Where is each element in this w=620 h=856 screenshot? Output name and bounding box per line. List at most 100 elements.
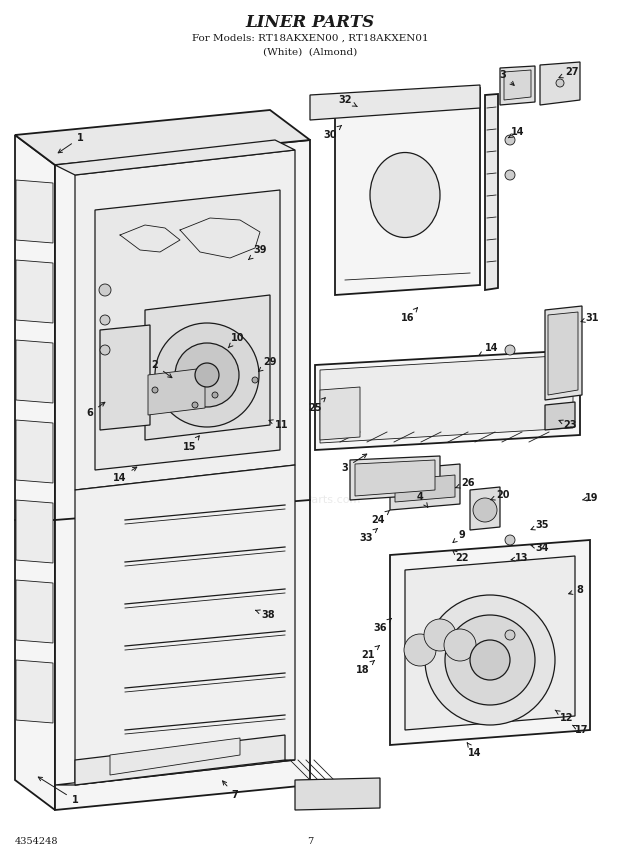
Text: 12: 12	[555, 710, 574, 723]
Text: 15: 15	[184, 436, 199, 452]
Polygon shape	[310, 85, 480, 120]
Text: 6: 6	[87, 402, 105, 418]
Circle shape	[505, 535, 515, 545]
Text: 25: 25	[308, 398, 326, 413]
Circle shape	[445, 615, 535, 705]
Polygon shape	[545, 306, 582, 400]
Text: 30: 30	[323, 125, 342, 140]
Circle shape	[195, 363, 219, 387]
Polygon shape	[16, 260, 53, 323]
Polygon shape	[16, 340, 53, 403]
Polygon shape	[540, 62, 580, 105]
Text: 20: 20	[490, 490, 510, 500]
Circle shape	[100, 315, 110, 325]
Circle shape	[212, 392, 218, 398]
Text: 23: 23	[559, 420, 577, 430]
Text: 21: 21	[361, 645, 379, 660]
Polygon shape	[295, 778, 380, 810]
Circle shape	[192, 402, 198, 408]
Circle shape	[470, 640, 510, 680]
Polygon shape	[75, 735, 285, 785]
Text: 9: 9	[453, 530, 466, 543]
Text: 36: 36	[373, 618, 392, 633]
Text: 17: 17	[572, 725, 589, 735]
Circle shape	[505, 135, 515, 145]
Polygon shape	[15, 135, 55, 810]
Polygon shape	[16, 660, 53, 723]
Polygon shape	[16, 580, 53, 643]
Polygon shape	[405, 556, 575, 730]
Polygon shape	[395, 475, 455, 502]
Polygon shape	[15, 110, 310, 165]
Text: 3: 3	[500, 70, 514, 86]
Polygon shape	[145, 295, 270, 440]
Circle shape	[155, 323, 259, 427]
Circle shape	[100, 345, 110, 355]
Circle shape	[424, 619, 456, 651]
Circle shape	[252, 377, 258, 383]
Polygon shape	[110, 738, 240, 775]
Polygon shape	[55, 140, 310, 810]
Polygon shape	[16, 500, 53, 563]
Circle shape	[425, 595, 555, 725]
Text: 27: 27	[559, 67, 578, 78]
Polygon shape	[75, 150, 295, 490]
Text: 29: 29	[259, 357, 277, 372]
Text: 18: 18	[356, 660, 374, 675]
Polygon shape	[485, 94, 498, 290]
Text: 38: 38	[255, 610, 275, 620]
Polygon shape	[335, 88, 480, 295]
Text: For Models: RT18AKXEN00 , RT18AKXEN01: For Models: RT18AKXEN00 , RT18AKXEN01	[192, 33, 428, 43]
Text: 7: 7	[307, 837, 313, 847]
Circle shape	[505, 630, 515, 640]
Text: 7: 7	[223, 781, 238, 800]
Circle shape	[473, 498, 497, 522]
Circle shape	[505, 345, 515, 355]
Circle shape	[505, 170, 515, 180]
Ellipse shape	[370, 152, 440, 237]
Text: 10: 10	[228, 333, 245, 348]
Polygon shape	[148, 368, 205, 415]
Circle shape	[175, 343, 239, 407]
Text: 3: 3	[342, 454, 367, 473]
Text: 34: 34	[531, 543, 549, 553]
Polygon shape	[548, 312, 578, 395]
Text: 39: 39	[249, 245, 267, 259]
Polygon shape	[470, 487, 500, 530]
Text: 1: 1	[58, 133, 83, 153]
Polygon shape	[16, 420, 53, 483]
Text: 16: 16	[401, 308, 417, 323]
Circle shape	[99, 284, 111, 296]
Polygon shape	[315, 350, 580, 450]
Circle shape	[152, 387, 158, 393]
Polygon shape	[55, 760, 295, 785]
Polygon shape	[75, 465, 295, 785]
Text: 1: 1	[38, 777, 78, 805]
Polygon shape	[100, 325, 150, 430]
Polygon shape	[16, 180, 53, 243]
Text: 35: 35	[531, 520, 549, 530]
Text: 33: 33	[359, 528, 378, 543]
Text: 31: 31	[581, 313, 599, 323]
Text: 2: 2	[152, 360, 172, 377]
Circle shape	[404, 634, 436, 666]
Polygon shape	[390, 464, 460, 510]
Polygon shape	[545, 402, 575, 430]
Polygon shape	[355, 460, 435, 496]
Text: 26: 26	[456, 478, 475, 488]
Circle shape	[556, 79, 564, 87]
Polygon shape	[320, 355, 573, 443]
Polygon shape	[390, 540, 590, 745]
Circle shape	[444, 629, 476, 661]
Text: 14: 14	[479, 343, 498, 355]
Text: 8: 8	[569, 585, 583, 595]
Text: LINER PARTS: LINER PARTS	[246, 14, 374, 31]
Text: 14: 14	[467, 743, 482, 758]
Text: 11: 11	[269, 419, 289, 430]
Polygon shape	[350, 456, 440, 500]
Text: 13: 13	[511, 553, 529, 563]
Text: 14: 14	[508, 127, 525, 138]
Polygon shape	[320, 387, 360, 440]
Text: (White)  (Almond): (White) (Almond)	[263, 47, 357, 56]
Text: 14: 14	[113, 467, 137, 483]
